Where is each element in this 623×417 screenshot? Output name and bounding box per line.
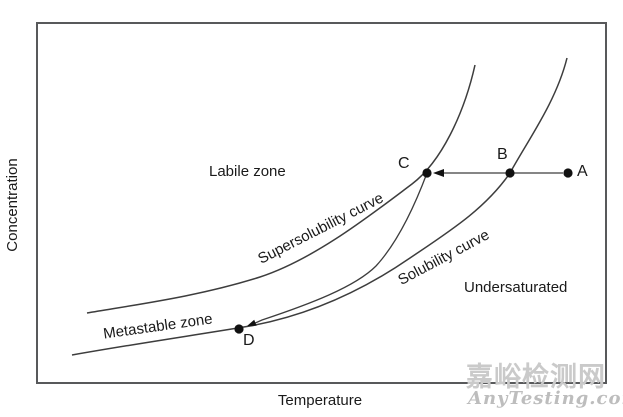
point-a bbox=[563, 168, 573, 178]
plot-frame bbox=[36, 22, 607, 384]
c-arrowhead bbox=[433, 169, 444, 177]
c-to-d-trajectory bbox=[252, 172, 428, 325]
solubility-curve bbox=[71, 57, 568, 356]
point-a-label: A bbox=[577, 163, 588, 180]
point-b-label: B bbox=[497, 146, 508, 163]
watermark-site-text: AnyTesting.com bbox=[468, 388, 623, 409]
watermark-cjk-text: 嘉峪检测网 bbox=[466, 362, 606, 392]
x-axis-label: Temperature bbox=[277, 392, 363, 409]
point-c-label: C bbox=[398, 155, 410, 172]
point-c bbox=[422, 168, 432, 178]
d-arrowhead bbox=[247, 319, 257, 326]
point-d bbox=[234, 324, 244, 334]
point-b bbox=[505, 168, 515, 178]
labile-zone-label: Labile zone bbox=[209, 163, 286, 180]
supersolubility-curve bbox=[86, 64, 476, 314]
point-d-label: D bbox=[243, 332, 255, 349]
undersaturated-label: Undersaturated bbox=[464, 279, 568, 296]
y-axis-label: Concentration bbox=[4, 158, 21, 252]
